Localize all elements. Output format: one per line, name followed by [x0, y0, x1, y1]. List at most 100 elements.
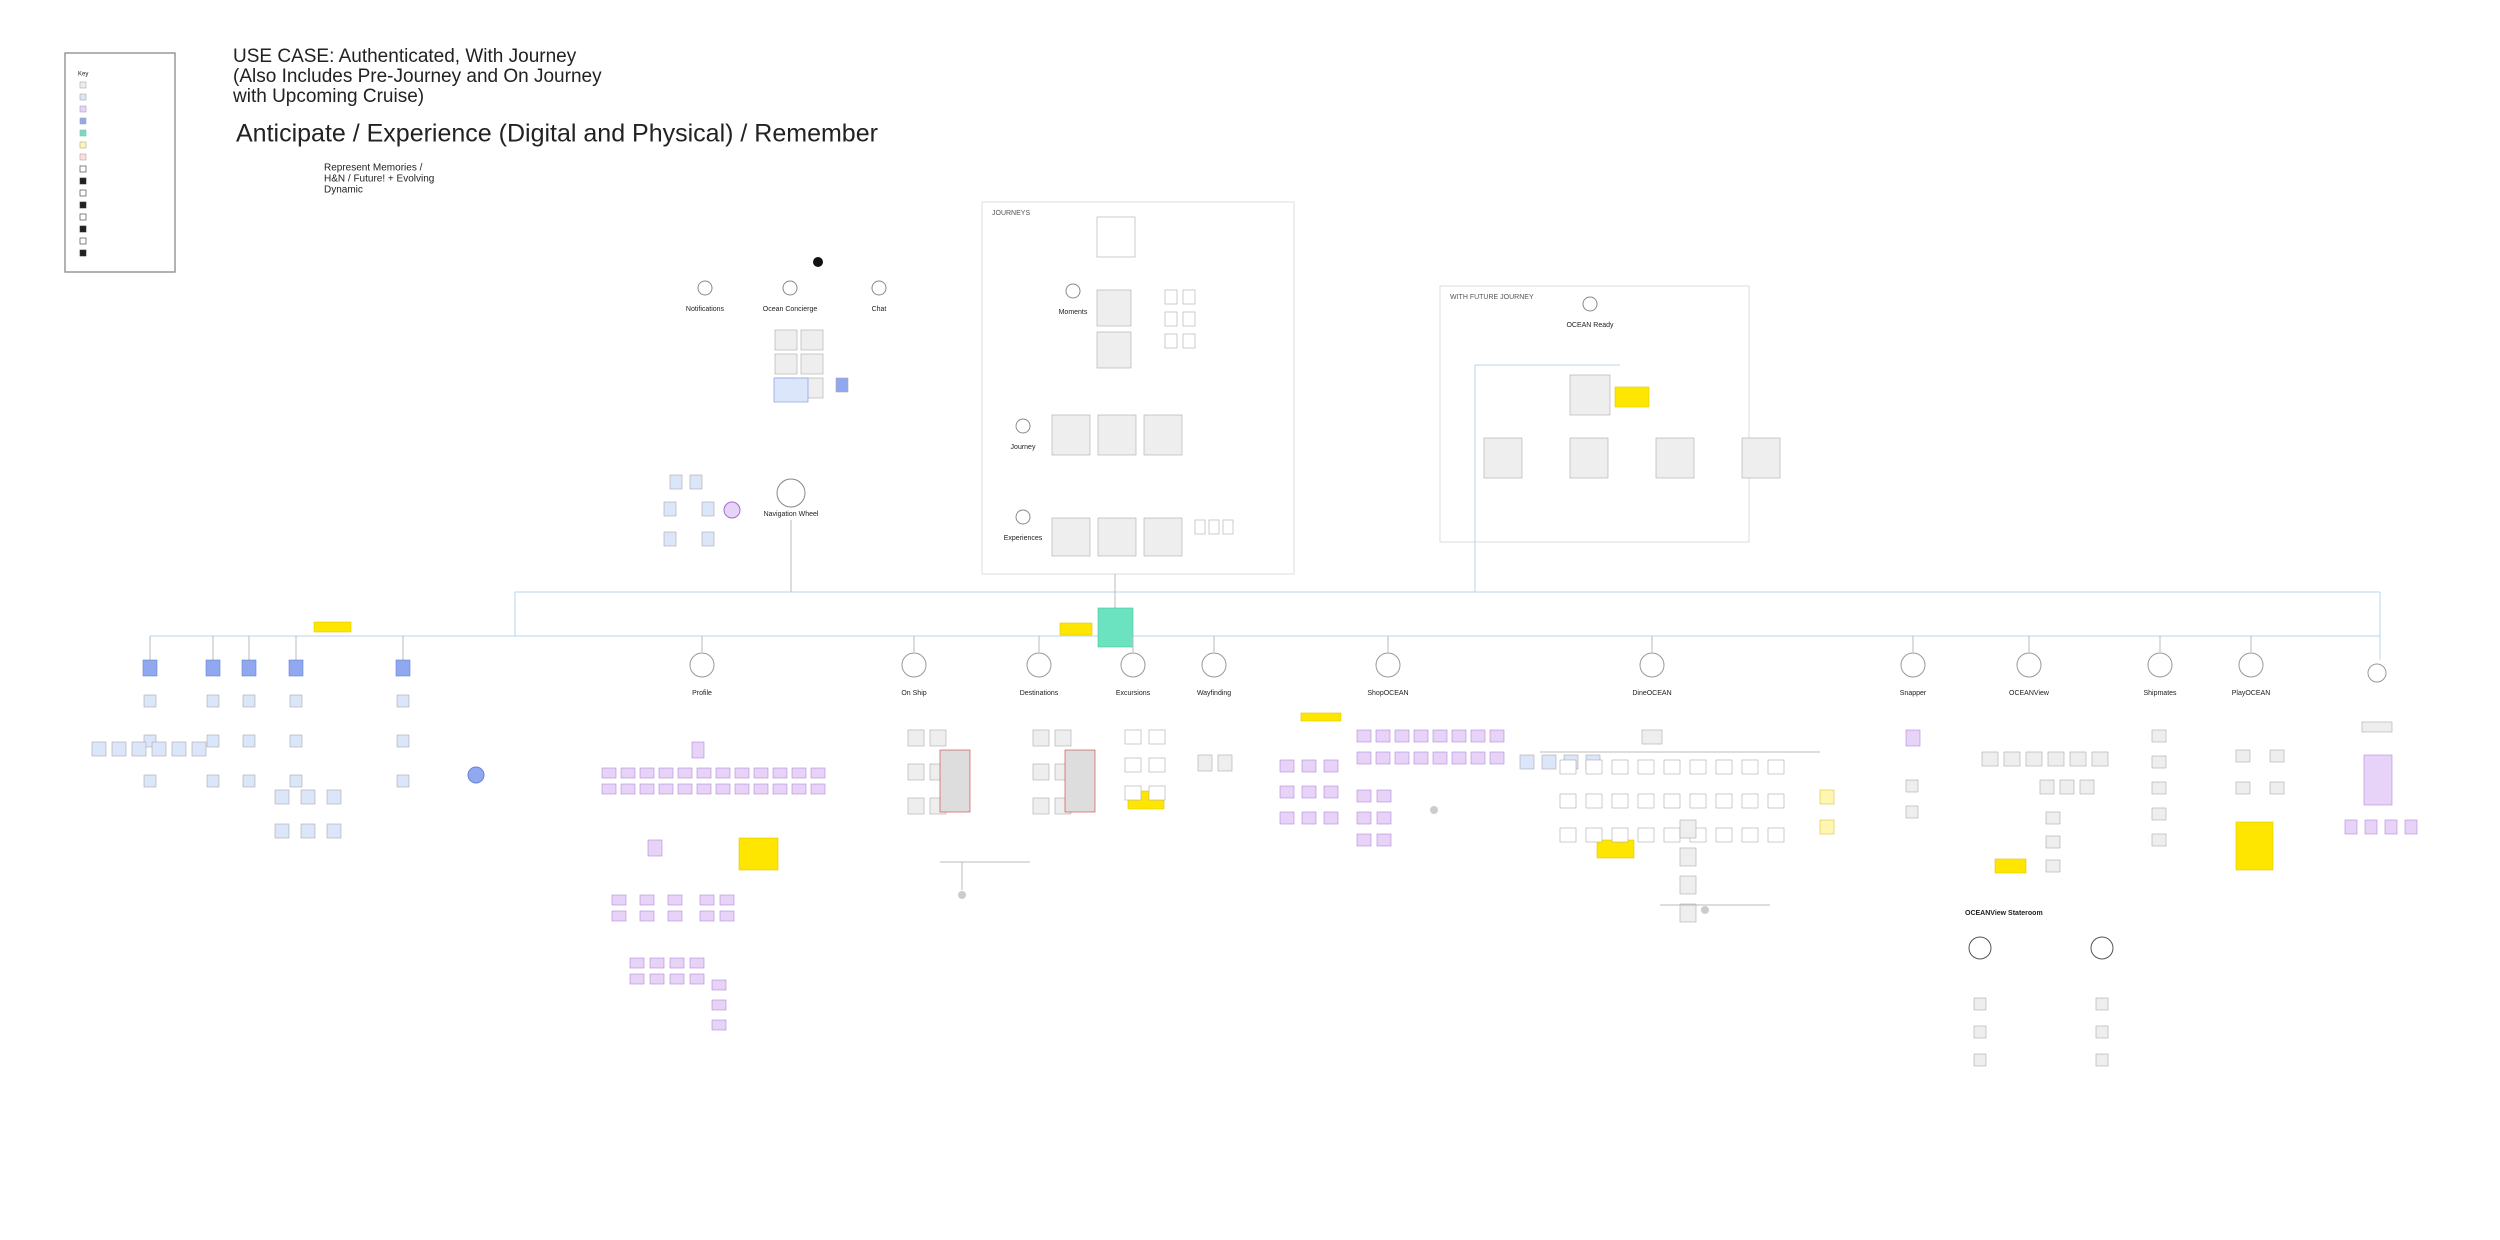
screen	[2039, 779, 2055, 795]
section-label: Wayfinding	[1197, 690, 1231, 697]
screen	[79, 225, 87, 233]
screen	[1614, 386, 1650, 408]
screen	[907, 797, 925, 815]
title-line: (Also Includes Pre-Journey and On Journe…	[233, 66, 602, 87]
legend-note: H&N / Future! + Evolving	[324, 174, 434, 185]
section-icon	[689, 652, 715, 678]
screen	[79, 93, 87, 101]
section-label: Profile	[692, 690, 712, 697]
screen	[639, 910, 655, 922]
screen	[601, 767, 617, 779]
screen	[1208, 519, 1220, 535]
screen	[2025, 751, 2043, 767]
section-icon	[2147, 652, 2173, 678]
screen	[1051, 517, 1091, 557]
end-node	[958, 891, 966, 899]
screen	[2404, 819, 2418, 835]
screen	[151, 741, 167, 757]
screen	[91, 741, 107, 757]
screen	[1096, 289, 1132, 327]
screen	[1715, 827, 1733, 843]
screen	[689, 474, 703, 490]
screen	[191, 741, 207, 757]
screen	[2363, 754, 2393, 806]
screen	[1451, 751, 1467, 765]
screen	[1637, 759, 1655, 775]
screen	[2269, 781, 2285, 795]
screen	[1679, 875, 1697, 895]
screen	[79, 153, 87, 161]
screen	[1356, 811, 1372, 825]
screen	[1585, 827, 1603, 843]
screen	[649, 973, 665, 985]
screen	[2269, 749, 2285, 763]
screen	[79, 81, 87, 89]
screen	[1096, 216, 1136, 258]
screen	[1143, 414, 1183, 456]
title-line: with Upcoming Cruise)	[232, 86, 424, 107]
screen	[791, 783, 807, 795]
screen	[1559, 759, 1577, 775]
screen	[300, 823, 316, 839]
screen	[929, 729, 947, 747]
section-icon	[1015, 418, 1031, 434]
screen	[2059, 779, 2075, 795]
screen	[143, 694, 157, 708]
screen	[143, 774, 157, 788]
section-icon	[1201, 652, 1227, 678]
screen	[2045, 859, 2061, 873]
screen	[907, 729, 925, 747]
screen	[719, 894, 735, 906]
screen	[242, 734, 256, 748]
section-label: PlayOCEAN	[2232, 690, 2271, 697]
screen	[649, 957, 665, 969]
screen	[1569, 437, 1609, 479]
screen	[1194, 519, 1206, 535]
screen	[1182, 289, 1196, 305]
marker	[813, 257, 823, 267]
screen	[1741, 793, 1759, 809]
screen	[1356, 789, 1372, 803]
screen	[1376, 789, 1392, 803]
screen	[611, 910, 627, 922]
screen	[639, 767, 655, 779]
screen	[1148, 785, 1166, 801]
screen	[1715, 793, 1733, 809]
screen	[1483, 437, 1523, 479]
screen	[2151, 833, 2167, 847]
screen	[667, 910, 683, 922]
screen	[939, 749, 971, 813]
section-icon	[1375, 652, 1401, 678]
section-label: Journey	[1011, 444, 1036, 451]
screen	[1611, 827, 1629, 843]
screen	[1164, 311, 1178, 327]
section-icon	[1582, 296, 1598, 312]
screen	[79, 129, 87, 137]
screen	[2151, 781, 2167, 795]
screen	[800, 353, 824, 375]
screen	[1637, 827, 1655, 843]
screen	[677, 767, 693, 779]
journeys-frame	[981, 201, 1295, 575]
screen	[206, 694, 220, 708]
screen	[1905, 779, 1919, 793]
screen	[2235, 781, 2251, 795]
screen	[1375, 751, 1391, 765]
screen	[1394, 751, 1410, 765]
screen	[1569, 374, 1611, 416]
screen	[1973, 1053, 1987, 1067]
end-node	[1430, 806, 1438, 814]
screen	[1124, 757, 1142, 773]
screen	[1394, 729, 1410, 743]
screen	[699, 910, 715, 922]
screen	[2151, 755, 2167, 769]
screen	[396, 774, 410, 788]
screen	[1470, 751, 1486, 765]
screen	[907, 763, 925, 781]
section-label: Chat	[872, 306, 887, 313]
section-label: DineOCEAN	[1632, 690, 1671, 697]
screen	[289, 734, 303, 748]
screen	[1585, 759, 1603, 775]
screen	[1432, 751, 1448, 765]
